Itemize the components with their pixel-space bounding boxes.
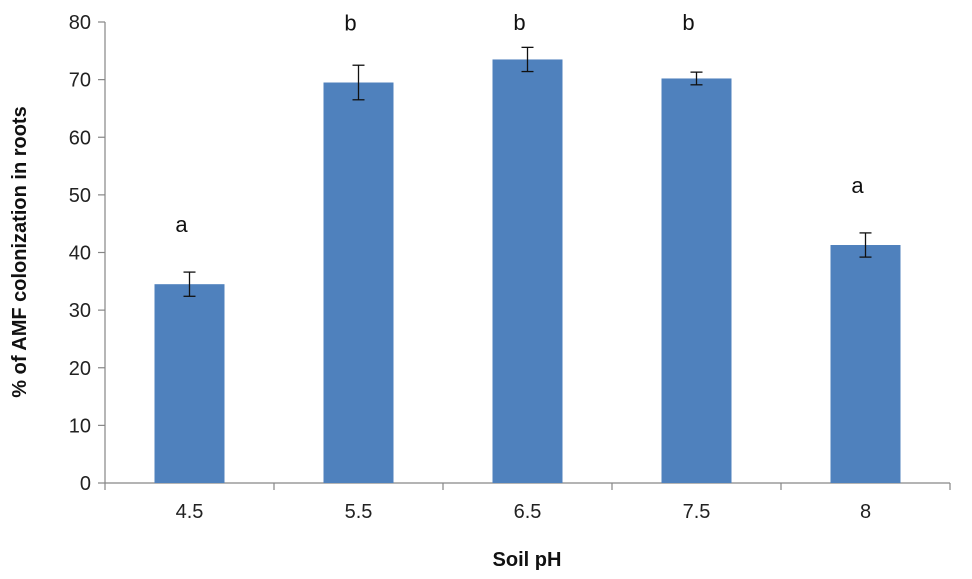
significance-labels: a b b b a xyxy=(175,10,864,237)
significance-label-5.5: b xyxy=(344,11,356,36)
x-tick-label: 7.5 xyxy=(683,501,711,523)
bar-4.5 xyxy=(154,284,225,483)
significance-label-8: a xyxy=(851,173,864,198)
significance-label-7.5: b xyxy=(682,10,694,35)
bar-7.5 xyxy=(661,78,732,483)
y-tick-label: 20 xyxy=(69,358,91,380)
x-tick-label: 5.5 xyxy=(345,501,373,523)
error-bar-series xyxy=(183,46,872,297)
error-bar-7.5 xyxy=(690,71,703,86)
bar-8 xyxy=(830,245,901,483)
y-tick-label: 60 xyxy=(69,127,91,149)
y-tick-label: 0 xyxy=(80,473,91,495)
error-bar-5.5 xyxy=(352,64,365,101)
y-tick-label: 80 xyxy=(69,12,91,34)
bar-series xyxy=(154,59,901,484)
x-axis-title: Soil pH xyxy=(493,549,562,571)
significance-label-6.5: b xyxy=(513,10,525,35)
significance-label-4.5: a xyxy=(175,212,188,237)
y-tick-label: 50 xyxy=(69,185,91,207)
x-tick-label: 4.5 xyxy=(176,501,204,523)
bar-5.5 xyxy=(323,82,394,483)
x-axis: 4.5 5.5 6.5 7.5 8 xyxy=(104,482,951,523)
y-tick-label: 10 xyxy=(69,415,91,437)
x-tick-label: 8 xyxy=(860,501,871,523)
bar-6.5 xyxy=(492,59,563,484)
y-axis-title: % of AMF colonization in roots xyxy=(9,106,31,397)
y-tick-label: 40 xyxy=(69,243,91,265)
error-bar-6.5 xyxy=(521,46,534,73)
y-axis: 0 10 20 30 40 50 60 70 80 xyxy=(69,12,106,495)
error-bar-4.5 xyxy=(183,271,196,297)
y-tick-label: 30 xyxy=(69,300,91,322)
x-tick-label: 6.5 xyxy=(514,501,542,523)
y-tick-label: 70 xyxy=(69,70,91,92)
error-bar-8 xyxy=(859,232,872,258)
